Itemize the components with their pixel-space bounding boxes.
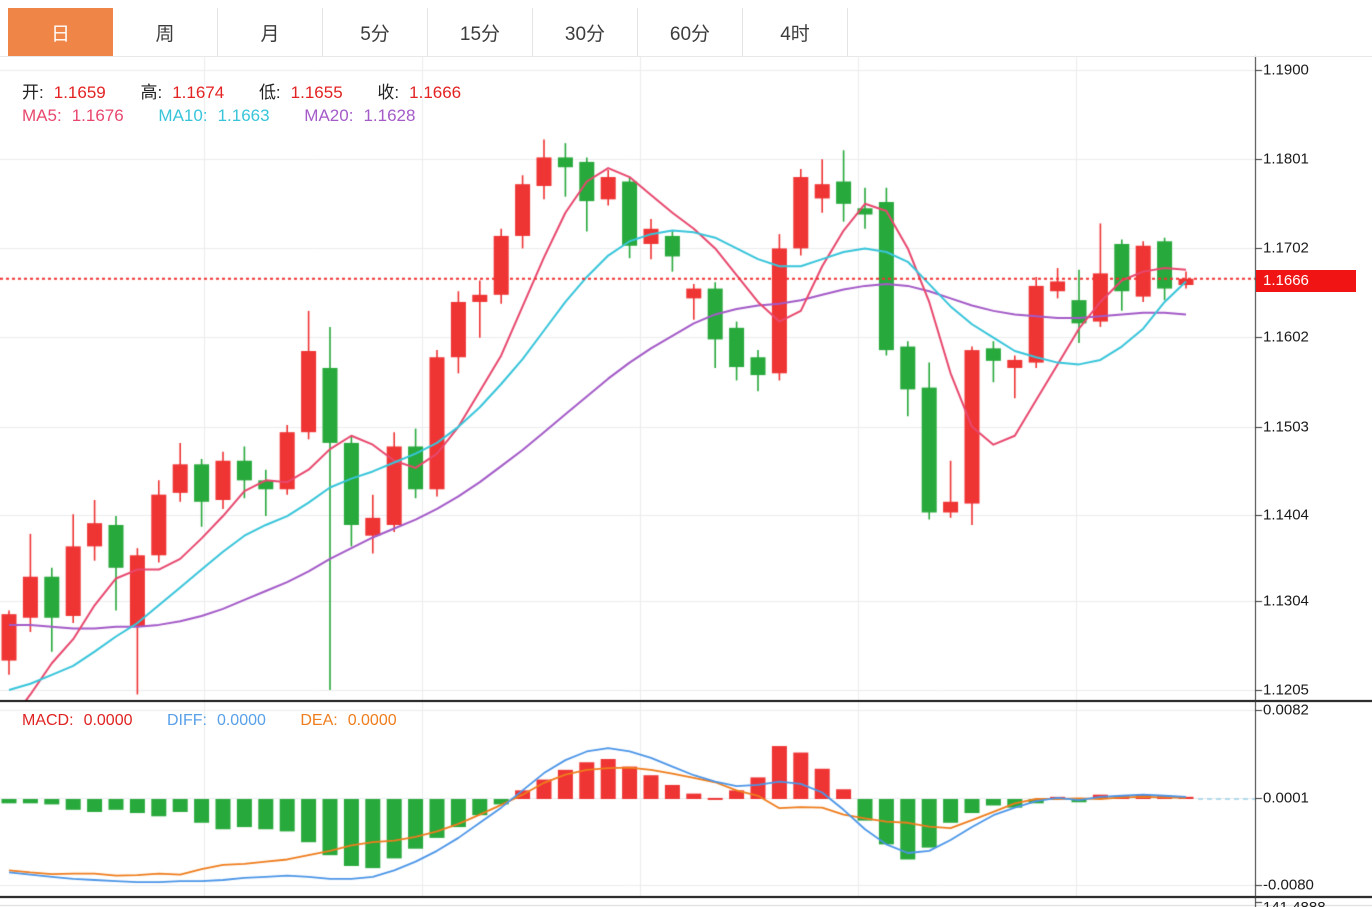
ohlc-low-value: 1.1655 xyxy=(290,83,343,102)
tab-日[interactable]: 日 xyxy=(8,8,113,56)
ohlc-open-label: 开: xyxy=(22,83,44,102)
diff-label: DIFF: xyxy=(166,712,207,729)
tabbar-divider xyxy=(0,56,1372,57)
ma-legend: MA5: 1.1676 MA10: 1.1663 MA20: 1.1628 xyxy=(22,106,425,126)
price-axis-label: 1.1205 xyxy=(1263,681,1309,699)
ma10-value: 1.1663 xyxy=(217,106,270,125)
price-axis-label: 1.1404 xyxy=(1263,506,1309,524)
ohlc-legend: 开: 1.1659 高: 1.1674 低: 1.1655 收: 1.1666 xyxy=(22,78,471,103)
price-axis-label: 1.1900 xyxy=(1263,61,1309,79)
ma5-label: MA5: xyxy=(22,106,62,125)
tab-60分[interactable]: 60分 xyxy=(638,8,743,56)
current-price-badge: 1.1666 xyxy=(1256,270,1356,292)
price-axis-label: 1.1602 xyxy=(1263,328,1309,346)
ma20-value: 1.1628 xyxy=(363,106,416,125)
ma20-label: MA20: xyxy=(304,106,354,125)
ohlc-open-value: 1.1659 xyxy=(53,83,106,102)
macd-axis-label: 0.0082 xyxy=(1263,701,1309,719)
macd-label: MACD: xyxy=(22,712,74,729)
macd-legend: MACD: 0.0000 DIFF: 0.0000 DEA: 0.0000 xyxy=(22,712,407,730)
price-axis-label: 1.1304 xyxy=(1263,592,1309,610)
tab-月[interactable]: 月 xyxy=(218,8,323,56)
ohlc-low-label: 低: xyxy=(258,83,281,102)
macd-axis-label: -0.0080 xyxy=(1263,876,1314,894)
tab-4时[interactable]: 4时 xyxy=(743,8,848,56)
ohlc-close-label: 收: xyxy=(377,83,400,102)
ohlc-high-label: 高: xyxy=(140,83,163,102)
ma5-value: 1.1676 xyxy=(71,106,124,125)
ma10-label: MA10: xyxy=(158,106,208,125)
price-axis-label: 1.1503 xyxy=(1263,418,1309,436)
ohlc-close-value: 1.1666 xyxy=(409,83,462,102)
price-axis-label: 1.1801 xyxy=(1263,150,1309,168)
macd-axis-label: 0.0001 xyxy=(1263,789,1309,807)
macd-value: 0.0000 xyxy=(83,712,133,729)
next-panel-axis-label-partial: 141.4888 xyxy=(1263,899,1326,907)
diff-value: 0.0000 xyxy=(216,712,266,729)
tab-周[interactable]: 周 xyxy=(113,8,218,56)
dea-value: 0.0000 xyxy=(347,712,397,729)
price-axis-label: 1.1702 xyxy=(1263,239,1309,257)
timeframe-tabs: 日周月 5分 15分 30分 60分 4时 xyxy=(8,8,848,56)
dea-label: DEA: xyxy=(300,712,338,729)
tab-30分[interactable]: 30分 xyxy=(533,8,638,56)
tab-15分[interactable]: 15分 xyxy=(428,8,533,56)
ohlc-high-value: 1.1674 xyxy=(172,83,225,102)
tab-5分[interactable]: 5分 xyxy=(323,8,428,56)
